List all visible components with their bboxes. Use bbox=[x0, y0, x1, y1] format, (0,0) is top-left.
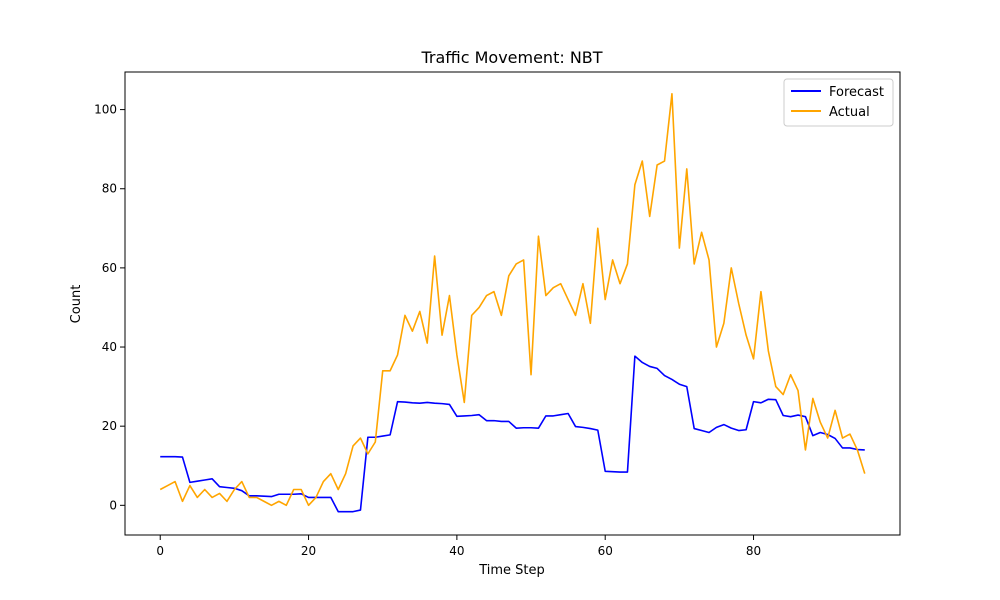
y-tick-label: 100 bbox=[94, 103, 117, 117]
y-tick-label: 60 bbox=[102, 261, 117, 275]
legend: Forecast Actual bbox=[783, 78, 894, 127]
y-tick-label: 40 bbox=[102, 340, 117, 354]
y-axis-title: Count bbox=[69, 285, 84, 324]
legend-label-forecast: Forecast bbox=[829, 85, 884, 100]
y-tick-label: 20 bbox=[102, 419, 117, 433]
series-lines bbox=[159, 92, 866, 513]
y-tick-label: 0 bbox=[109, 498, 117, 512]
plot-area-frame bbox=[124, 71, 901, 536]
x-tick-label: 60 bbox=[598, 544, 613, 558]
legend-label-actual: Actual bbox=[829, 105, 870, 120]
series-line-actual bbox=[159, 92, 866, 507]
x-axis-title: Time Step bbox=[478, 563, 545, 578]
x-tick-label: 40 bbox=[449, 544, 464, 558]
y-tick-label: 80 bbox=[102, 182, 117, 196]
axis-ticks: 0 20 40 60 80 0 20 40 60 80 100 bbox=[94, 103, 761, 558]
x-tick-label: 20 bbox=[301, 544, 316, 558]
x-tick-label: 80 bbox=[746, 544, 761, 558]
series-line-forecast bbox=[160, 355, 865, 513]
chart-title: Traffic Movement: NBT bbox=[420, 48, 602, 67]
x-tick-label: 0 bbox=[156, 544, 164, 558]
